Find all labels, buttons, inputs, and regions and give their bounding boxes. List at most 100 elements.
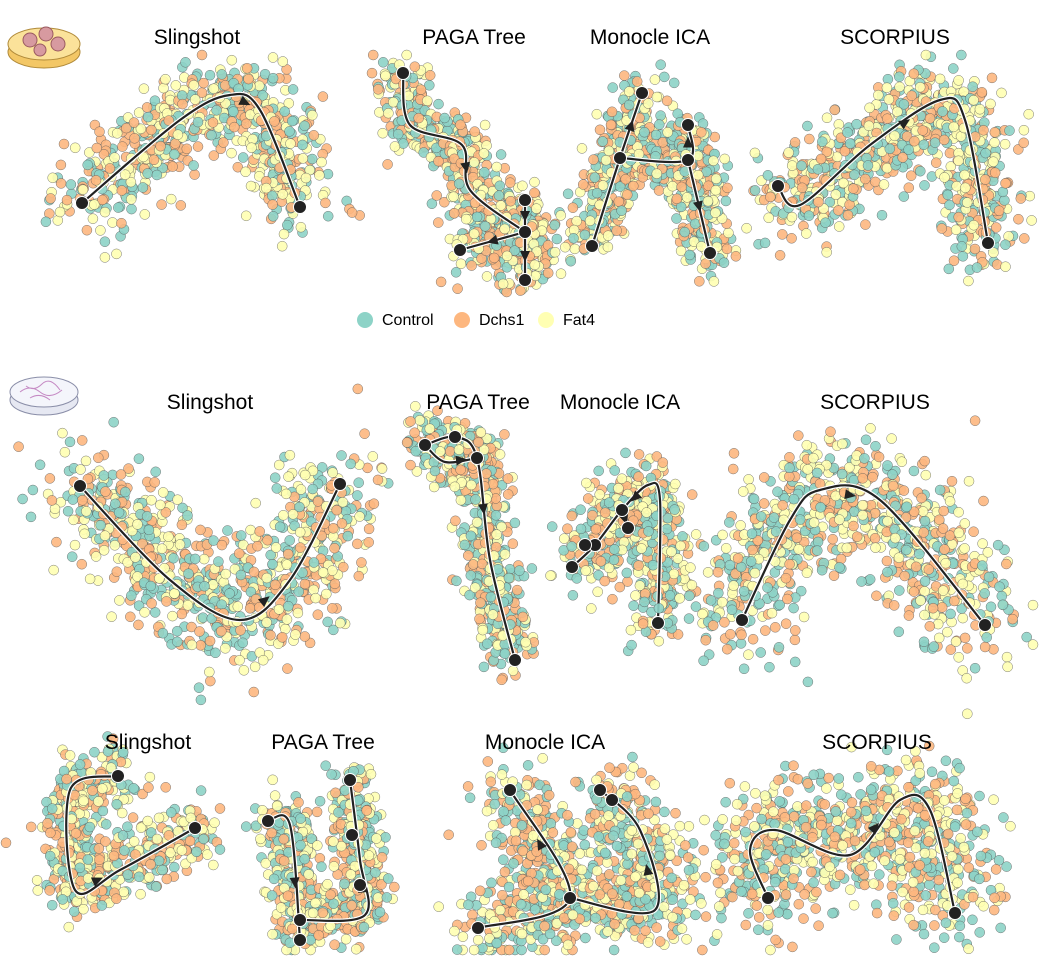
cell-point	[804, 134, 814, 144]
cell-point	[133, 519, 143, 529]
cell-point	[235, 655, 245, 665]
cell-point	[1019, 138, 1029, 148]
cell-point	[852, 119, 862, 129]
cell-point	[720, 154, 730, 164]
cell-point	[652, 92, 662, 102]
cell-point	[227, 148, 237, 158]
cell-point	[481, 469, 491, 479]
cell-point	[171, 80, 181, 90]
cell-point	[328, 468, 338, 478]
cell-point	[503, 489, 513, 499]
cell-point	[863, 161, 873, 171]
cell-point	[295, 543, 305, 553]
cell-point	[150, 477, 160, 487]
cell-point	[478, 625, 488, 635]
milestone	[294, 201, 307, 214]
cell-point	[572, 216, 582, 226]
cell-point	[498, 279, 508, 289]
cell-point	[96, 520, 106, 530]
cell-point	[603, 231, 613, 241]
cell-point	[639, 127, 649, 137]
cell-point	[436, 277, 446, 287]
cell-point	[225, 589, 235, 599]
cell-point	[282, 220, 292, 230]
cell-point	[450, 516, 460, 526]
cell-point	[92, 143, 102, 153]
cell-point	[470, 127, 480, 137]
cell-point	[352, 539, 362, 549]
cell-point	[62, 195, 72, 205]
cell-point	[323, 169, 333, 179]
cell-point	[193, 117, 203, 127]
cell-point	[750, 185, 760, 195]
cell-point	[368, 451, 378, 461]
cell-point	[440, 113, 450, 123]
cell-point	[963, 276, 973, 286]
dish-icon	[8, 27, 80, 68]
cell-point	[183, 600, 193, 610]
cell-point	[466, 531, 476, 541]
cell-point	[63, 506, 73, 516]
cell-point	[313, 610, 323, 620]
cell-point	[603, 242, 613, 252]
cell-point	[969, 220, 979, 230]
cell-point	[669, 78, 679, 88]
cell-point	[169, 553, 179, 563]
cell-point	[708, 156, 718, 166]
milestone	[76, 197, 89, 210]
cell-point	[181, 57, 191, 67]
cell-point	[495, 181, 505, 191]
cell-point	[283, 549, 293, 559]
milestone	[74, 480, 87, 493]
cell-point	[680, 227, 690, 237]
cell-point	[990, 138, 1000, 148]
panel: PAGA Tree	[402, 391, 539, 685]
cell-point	[502, 251, 512, 261]
cell-point	[935, 74, 945, 84]
cell-point	[406, 460, 416, 470]
cell-point	[335, 618, 345, 628]
cell-point	[621, 174, 631, 184]
cell-point	[308, 484, 318, 494]
milestone	[419, 439, 432, 452]
milestone	[982, 237, 995, 250]
milestone	[519, 194, 532, 207]
cell-point	[142, 511, 152, 521]
cell-point	[425, 424, 435, 434]
cell-point	[940, 172, 950, 182]
cell-point	[607, 107, 617, 117]
cell-point	[1016, 194, 1026, 204]
cell-point	[1024, 109, 1034, 119]
cell-point	[200, 581, 210, 591]
cell-point	[182, 144, 192, 154]
cell-point	[944, 264, 954, 274]
cell-point	[482, 271, 492, 281]
cell-point	[512, 585, 522, 595]
cell-point	[628, 181, 638, 191]
cell-point	[296, 485, 306, 495]
cell-point	[915, 82, 925, 92]
cell-point	[112, 128, 122, 138]
cell-point	[787, 233, 797, 243]
cell-point	[994, 206, 1004, 216]
cell-point	[100, 207, 110, 217]
cell-point	[99, 545, 109, 555]
cell-point	[742, 223, 752, 233]
cell-point	[790, 137, 800, 147]
cell-point	[108, 218, 118, 228]
cell-point	[669, 569, 679, 579]
cell-point	[454, 445, 464, 455]
cell-point	[177, 609, 187, 619]
cell-point	[300, 579, 310, 589]
cell-point	[91, 552, 101, 562]
cell-point	[787, 161, 797, 171]
cell-point	[238, 638, 248, 648]
cell-point	[450, 482, 460, 492]
cell-point	[802, 121, 812, 131]
cell-point	[323, 211, 333, 221]
cell-point	[332, 505, 342, 515]
cell-point	[834, 222, 844, 232]
cell-point	[130, 552, 140, 562]
cell-point	[550, 220, 560, 230]
cell-point	[422, 96, 432, 106]
